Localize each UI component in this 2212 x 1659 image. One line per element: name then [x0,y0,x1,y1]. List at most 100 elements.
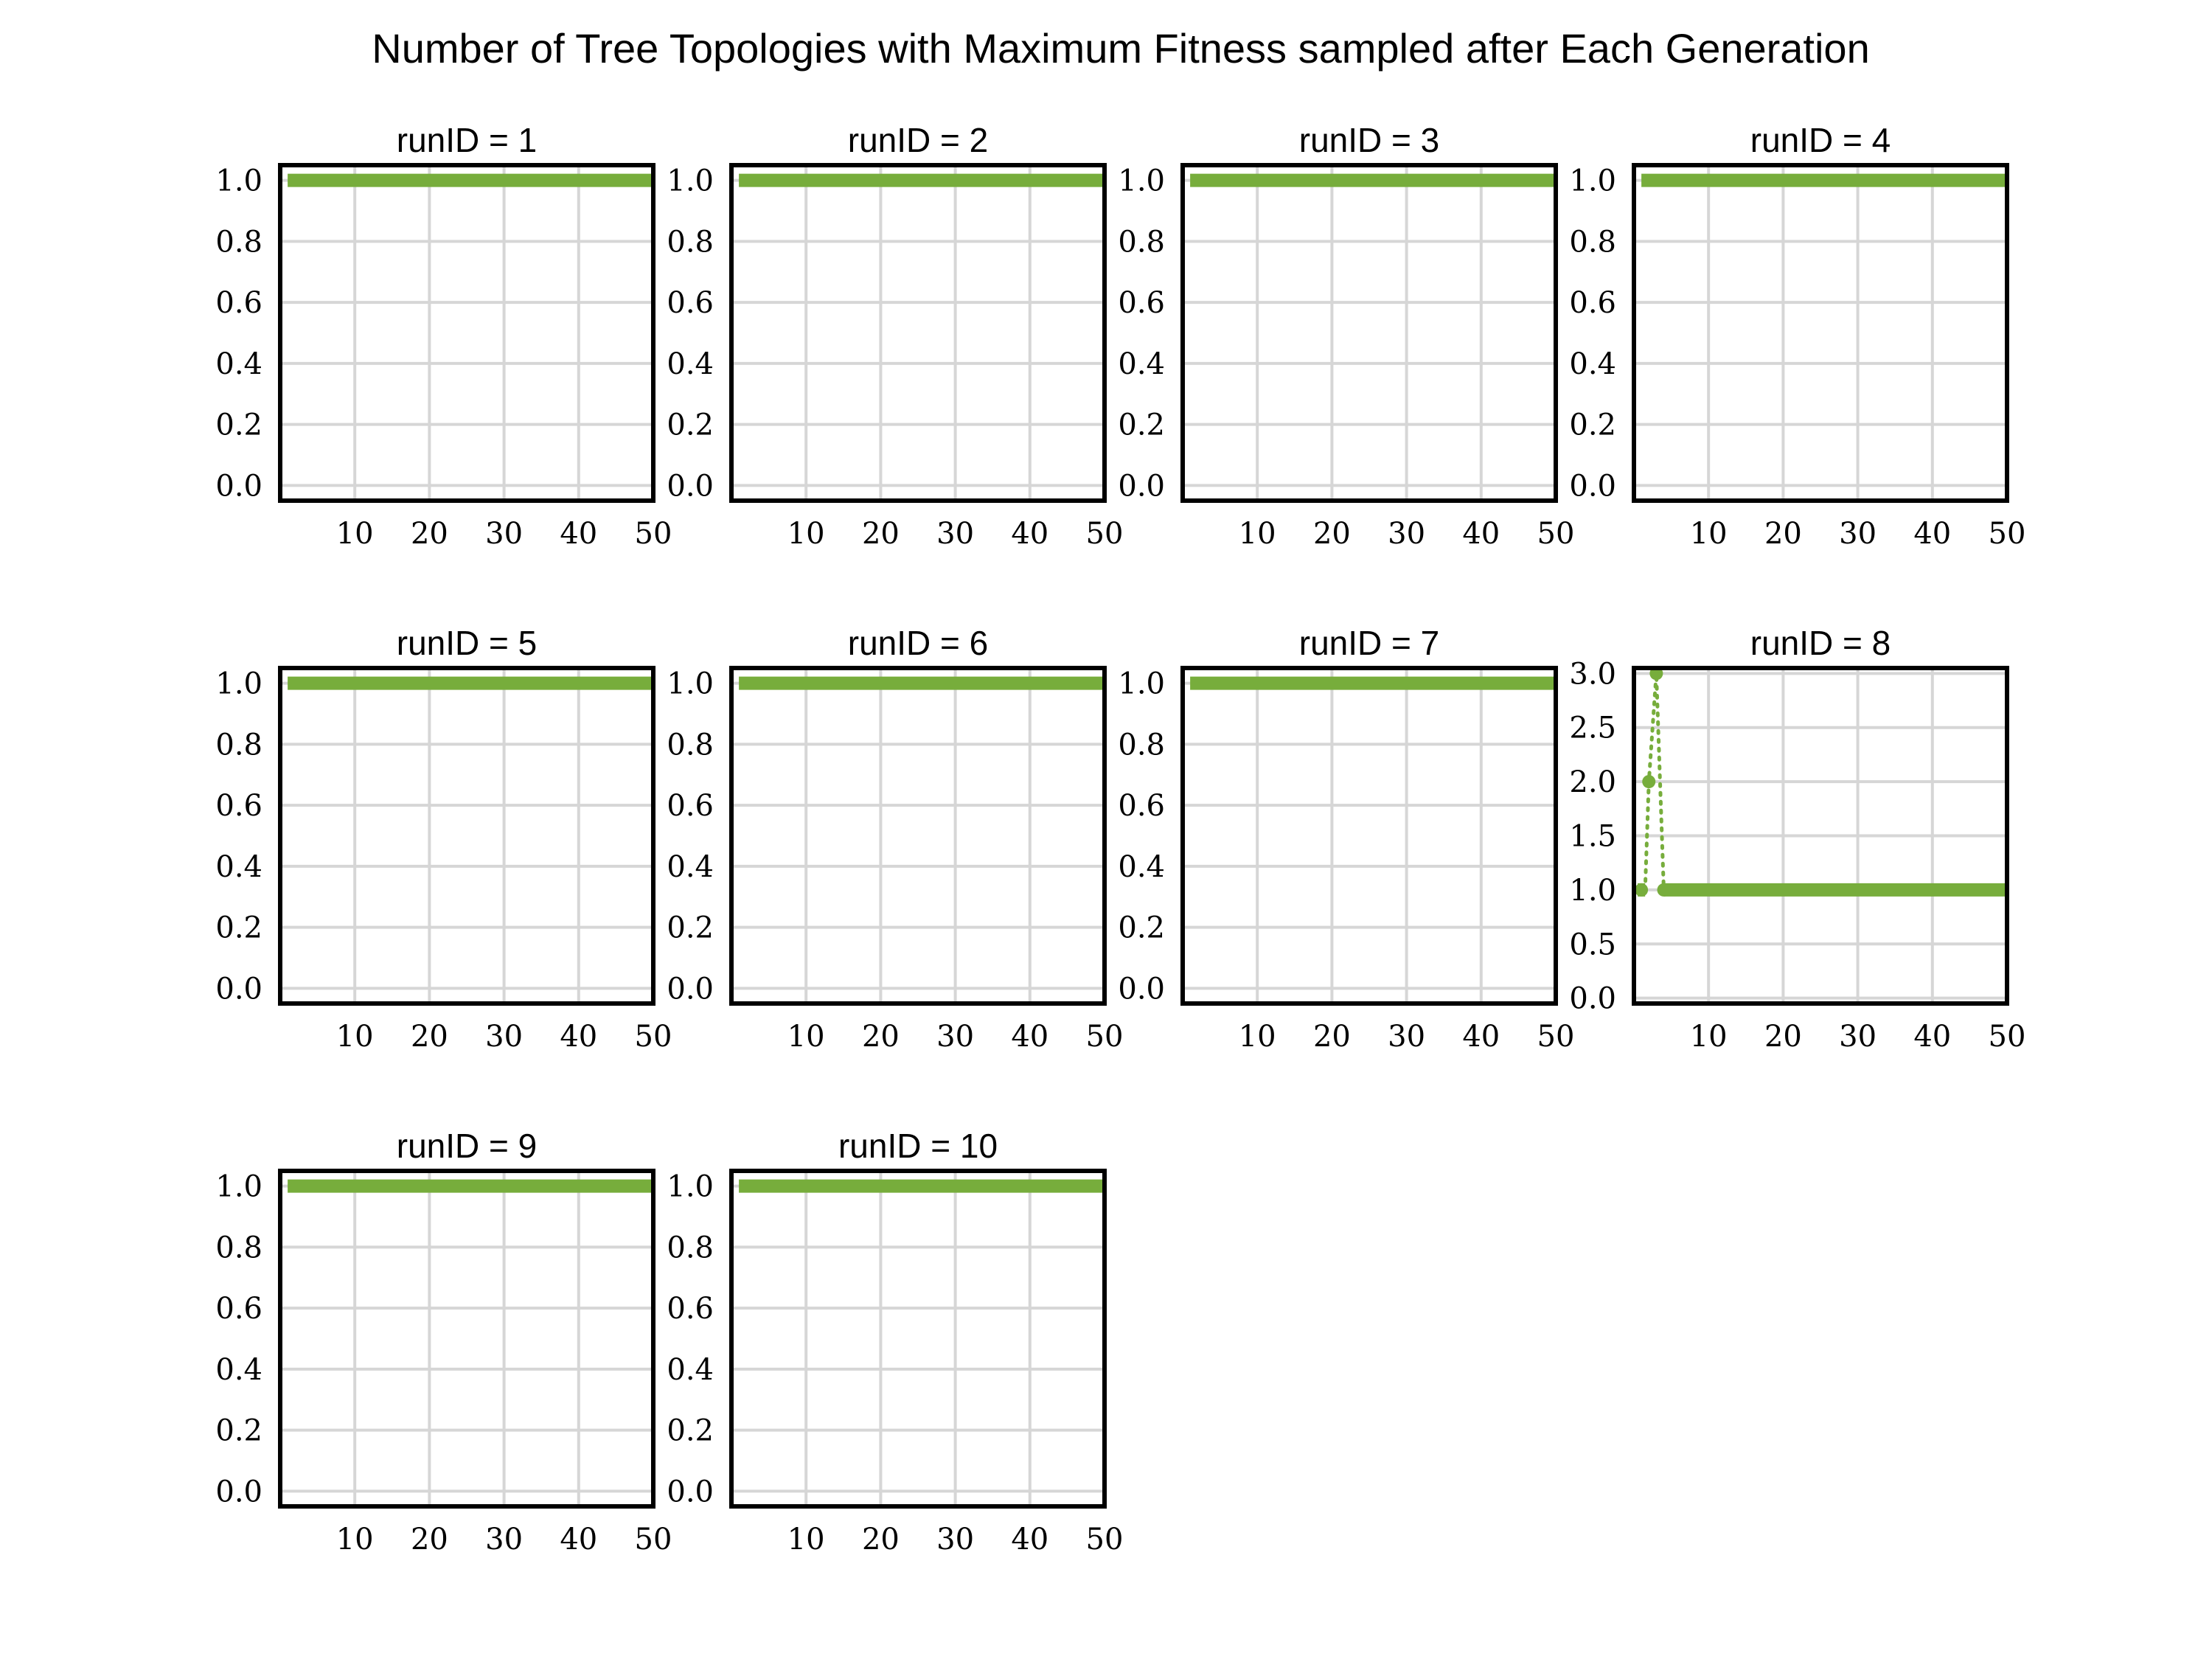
y-tick-label: 0.5 [1569,928,1616,961]
figure-title: Number of Tree Topologies with Maximum F… [372,25,1869,72]
y-tick-label: 0.0 [667,469,714,503]
y-tick-label: 0.0 [1569,469,1616,503]
x-tick-label: 10 [787,1523,825,1557]
x-tick-label: 40 [560,517,597,551]
y-tick-label: 2.0 [1569,765,1616,799]
y-tick-label: 0.2 [215,408,262,442]
y-tick-label: 0.8 [1118,728,1165,762]
y-tick-label: 0.6 [1118,789,1165,823]
x-tick-label: 50 [1989,517,2026,551]
x-tick-label: 30 [1388,1020,1425,1054]
x-tick-label: 10 [1239,1020,1276,1054]
axes-frame [278,1169,655,1509]
x-tick-label: 40 [1011,1020,1048,1054]
y-tick-label: 1.5 [1569,820,1616,854]
y-tick-label: 1.0 [1118,164,1165,198]
x-tick-label: 30 [485,517,523,551]
series-dotted-segment [1643,673,1666,892]
y-tick-label: 0.8 [1118,225,1165,259]
data-point [1635,883,1649,897]
x-tick-label: 40 [1462,517,1500,551]
x-tick-label: 20 [411,1523,448,1557]
y-tick-label: 0.2 [215,1414,262,1448]
x-tick-label: 20 [1313,1020,1351,1054]
y-tick-label: 0.2 [667,911,714,945]
panel-title: runID = 3 [1299,121,1440,159]
y-tick-label: 0.0 [215,469,262,503]
panel-3: runID = 3 10 20 30 40 50 0.0 0.2 0.4 0.6 0.8 1.0 [1118,121,1574,551]
axes-frame [729,1169,1107,1509]
x-tick-label: 20 [862,1020,900,1054]
x-tick-label: 50 [635,1020,672,1054]
panel-title: runID = 7 [1299,624,1440,662]
y-tick-label: 0.6 [667,789,714,823]
y-tick-label: 1.0 [1118,667,1165,701]
panel-9: runID = 9 10 20 30 40 50 0.0 0.2 0.4 0.6 0.8 1.0 [215,1127,672,1557]
x-tick-label: 40 [560,1020,597,1054]
y-tick-label: 0.6 [667,286,714,320]
x-tick-label: 50 [1537,517,1575,551]
y-tick-label: 1.0 [215,667,262,701]
y-tick-label: 1.0 [1569,164,1616,198]
y-tick-label: 0.0 [667,1475,714,1509]
x-tick-label: 20 [862,1523,900,1557]
panel-7: runID = 7 10 20 30 40 50 0.0 0.2 0.4 0.6 0.8 1.0 [1118,624,1574,1054]
y-tick-label: 0.4 [667,1353,714,1387]
panels: runID = 110 20 30 40 500.00.20.40.60.81.0run… [215,121,2025,1557]
y-tick-label: 0.8 [215,728,262,762]
x-tick-label: 10 [336,517,374,551]
y-tick-label: 0.2 [1569,408,1616,442]
panel-title: runID = 2 [848,121,989,159]
data-point [1642,775,1656,789]
x-tick-label: 20 [862,517,900,551]
x-tick-label: 10 [787,517,825,551]
y-tick-label: 0.4 [667,850,714,884]
y-tick-label: 0.6 [215,1292,262,1326]
panel-8: runID = 8 10 20 30 40 50 0.0 0.5 1.0 1.5 2.0 2.5 3.0 [1569,624,2025,1054]
y-tick-label: 0.0 [667,972,714,1006]
y-tick-label: 0.6 [667,1292,714,1326]
x-tick-label: 20 [1313,517,1351,551]
x-tick-label: 30 [485,1523,523,1557]
y-tick-label: 0.4 [215,1353,262,1387]
y-tick-label: 0.4 [1569,347,1616,381]
x-tick-label: 30 [1388,517,1425,551]
y-tick-label: 0.4 [667,347,714,381]
y-tick-label: 0.6 [1118,286,1165,320]
y-tick-label: 0.2 [1118,408,1165,442]
x-tick-label: 20 [1764,517,1802,551]
x-tick-label: 30 [1839,517,1877,551]
y-tick-label: 0.4 [1118,347,1165,381]
x-tick-label: 30 [936,1020,974,1054]
x-tick-label: 10 [787,1020,825,1054]
y-tick-label: 1.0 [667,667,714,701]
y-tick-label: 0.8 [667,728,714,762]
y-tick-label: 1.0 [667,164,714,198]
panel-title: runID = 4 [1750,121,1891,159]
y-tick-label: 0.4 [215,850,262,884]
x-tick-label: 30 [1839,1020,1877,1054]
y-tick-label: 2.5 [1569,712,1616,745]
y-tick-label: 0.6 [1569,286,1616,320]
panel-title: runID = 10 [838,1127,998,1165]
x-tick-label: 50 [1537,1020,1575,1054]
y-tick-label: 0.2 [215,911,262,945]
x-tick-label: 40 [1913,1020,1951,1054]
y-tick-label: 3.0 [1569,657,1616,691]
axes-frame [1180,163,1558,503]
y-tick-label: 0.0 [1569,982,1616,1016]
y-tick-label: 0.8 [1569,225,1616,259]
y-tick-label: 0.2 [667,408,714,442]
y-tick-label: 0.0 [1118,469,1165,503]
x-tick-label: 50 [1086,1020,1124,1054]
panel-title: runID = 6 [848,624,989,662]
x-tick-label: 50 [635,1523,672,1557]
y-tick-label: 0.8 [215,1231,262,1265]
axes-frame [1632,666,2009,1006]
y-tick-label: 0.2 [667,1414,714,1448]
y-tick-label: 0.2 [1118,911,1165,945]
y-tick-label: 1.0 [215,1170,262,1204]
x-tick-label: 50 [1086,517,1124,551]
y-tick-label: 0.4 [1118,850,1165,884]
